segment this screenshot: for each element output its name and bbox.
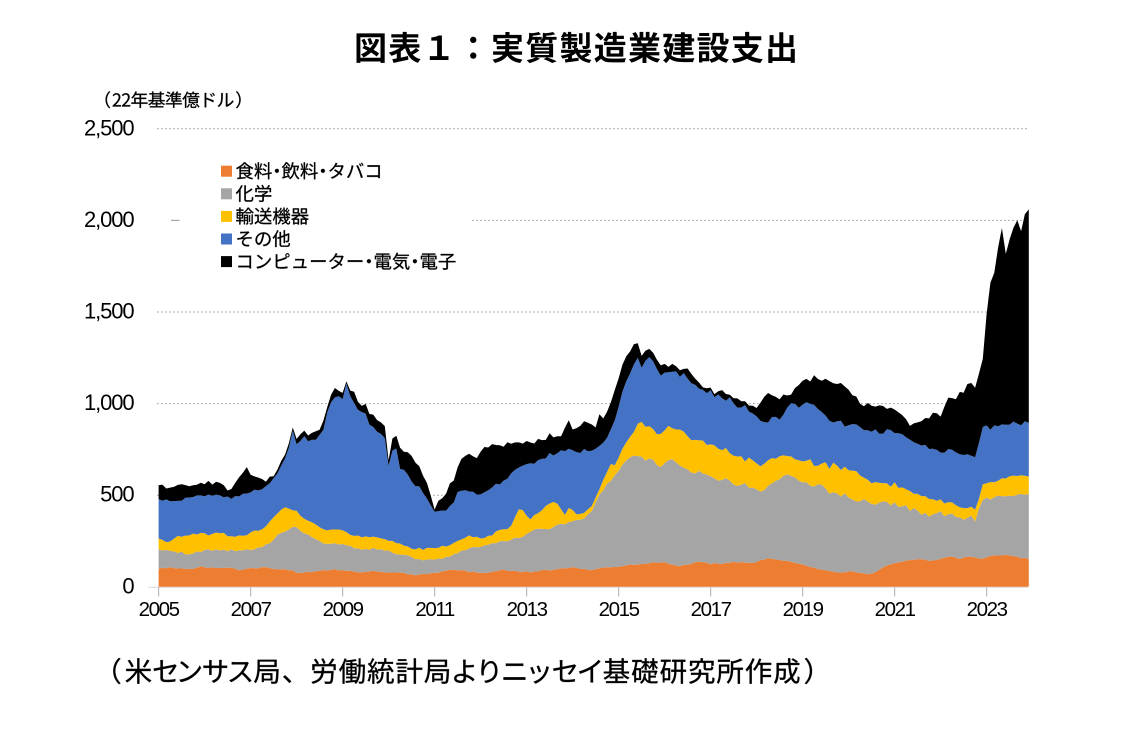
svg-text:2005: 2005 <box>139 598 180 621</box>
svg-text:2019: 2019 <box>783 598 824 621</box>
svg-text:500: 500 <box>100 482 134 507</box>
svg-text:2,000: 2,000 <box>84 207 134 232</box>
svg-text:2009: 2009 <box>323 598 364 621</box>
svg-text:2007: 2007 <box>231 598 272 621</box>
svg-text:2023: 2023 <box>967 598 1008 621</box>
svg-text:2021: 2021 <box>875 598 916 621</box>
svg-text:2017: 2017 <box>691 598 732 621</box>
svg-text:1,000: 1,000 <box>84 390 134 415</box>
svg-text:2015: 2015 <box>599 598 640 621</box>
svg-text:0: 0 <box>122 573 134 598</box>
svg-text:2,500: 2,500 <box>84 115 134 140</box>
svg-text:2013: 2013 <box>507 598 548 621</box>
svg-text:2011: 2011 <box>415 598 454 621</box>
svg-text:1,500: 1,500 <box>84 299 134 324</box>
